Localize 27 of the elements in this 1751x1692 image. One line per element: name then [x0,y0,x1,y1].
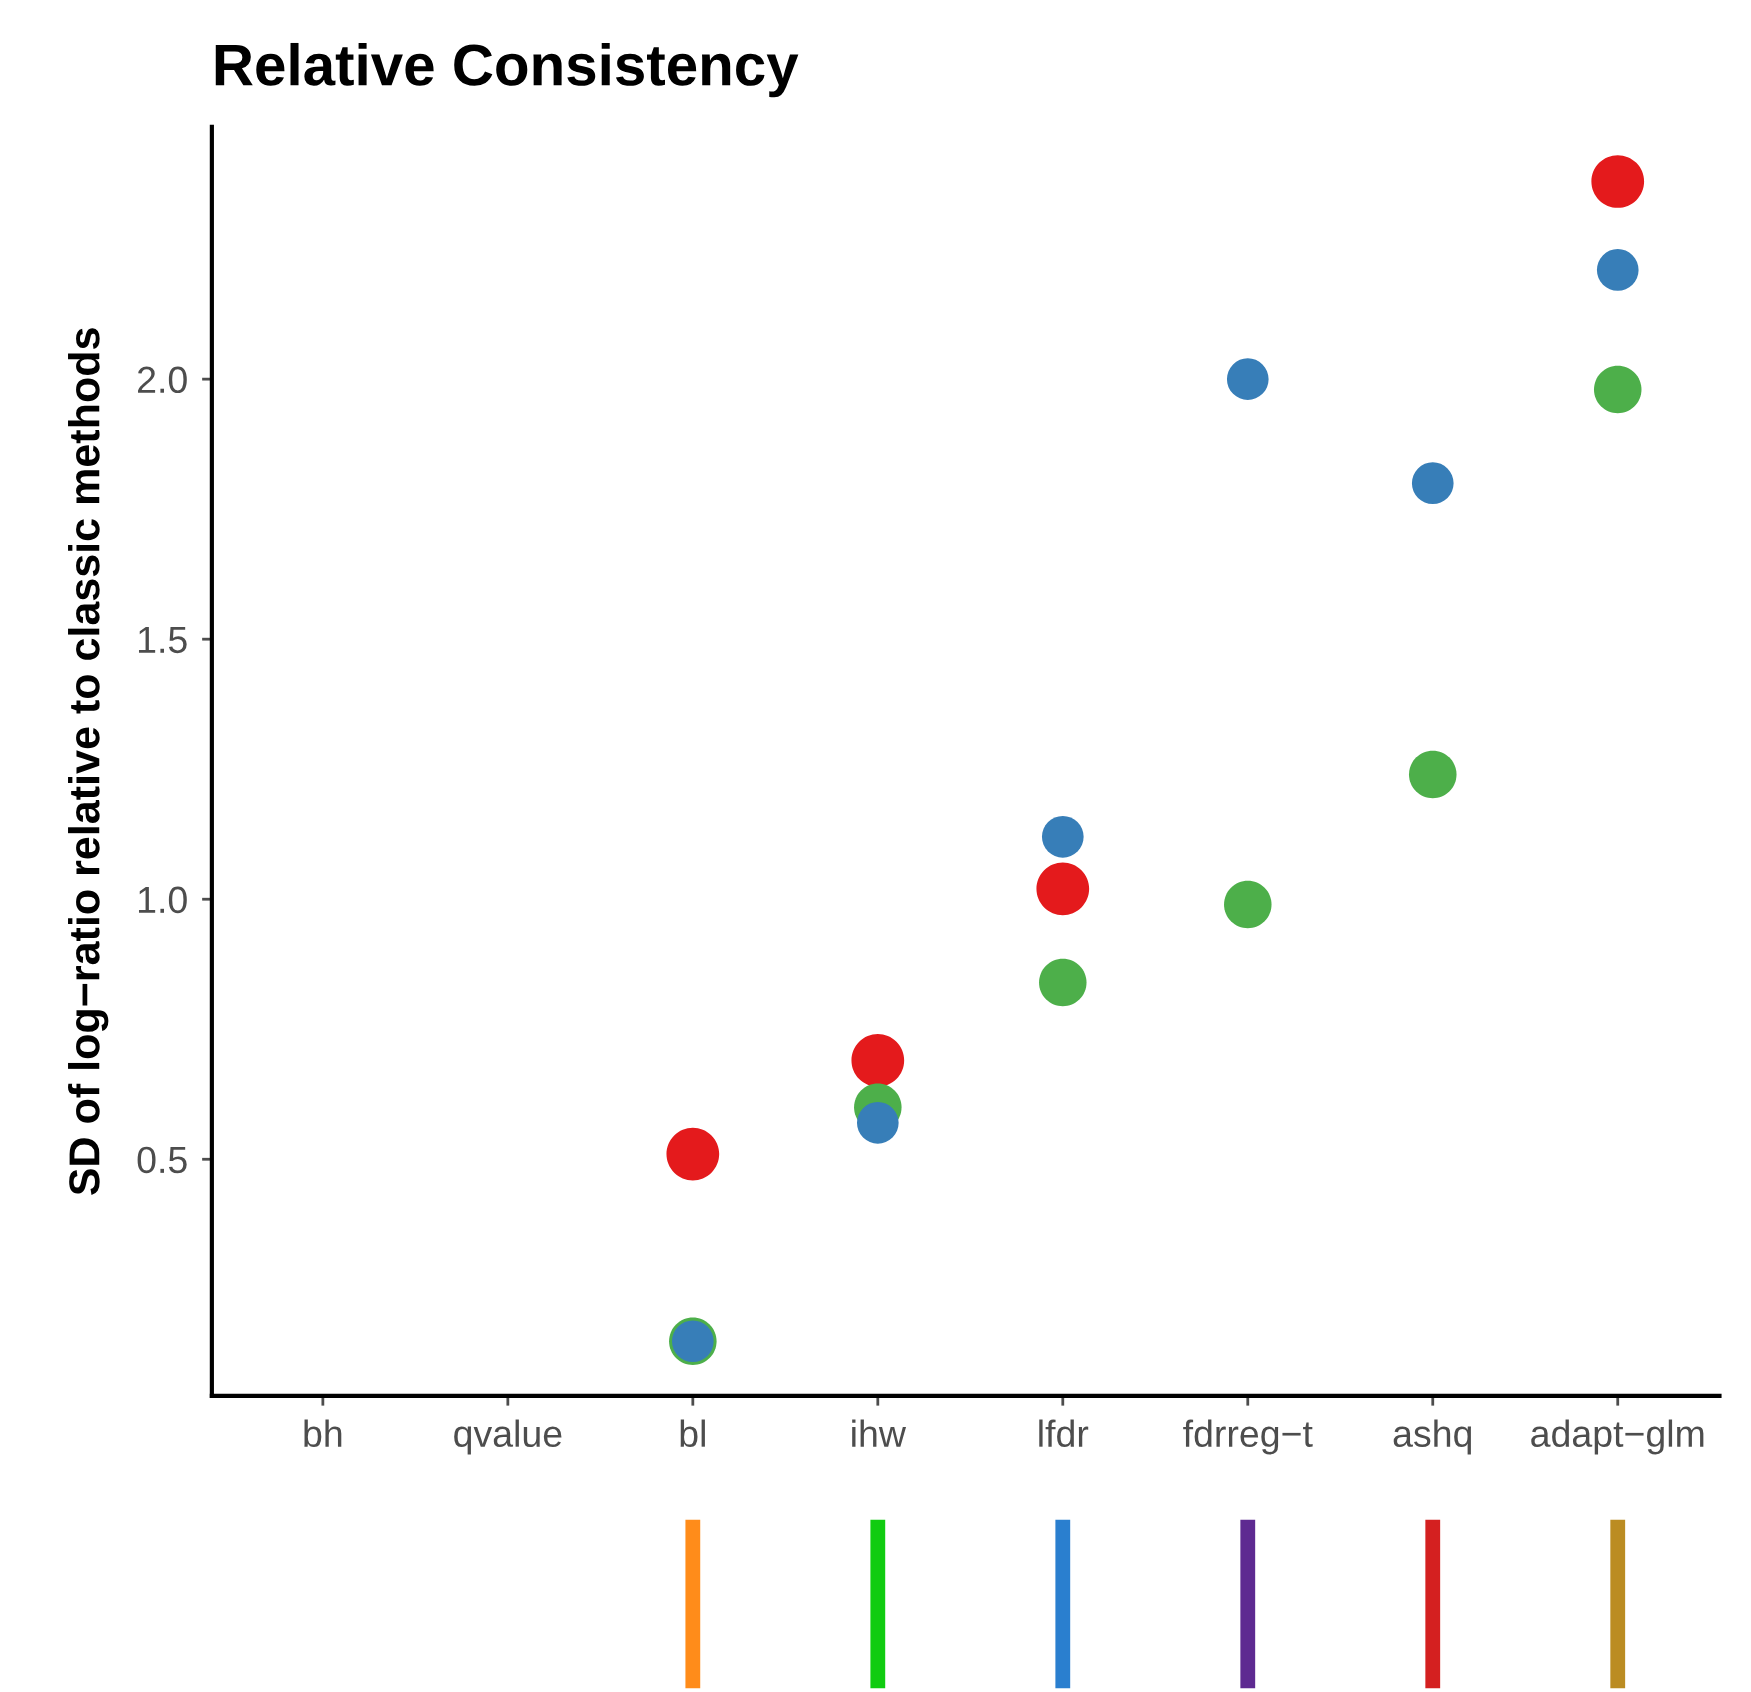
y-tick-label: 2.0 [138,366,187,394]
point [666,1127,720,1181]
point [1593,365,1642,414]
y-tick-label: 0.5 [137,1146,187,1174]
point [1226,358,1269,400]
point [1036,862,1090,916]
x-tick-label: fdrreg−t [1183,1419,1313,1455]
y-tick-label: 1.5 [138,626,187,654]
point [1411,462,1454,504]
point [1224,880,1272,929]
point [851,1034,905,1087]
point [1591,155,1645,208]
point [1409,750,1457,799]
x-tick-label: ashq [1393,1419,1472,1455]
x-tick-label: adapt−glm [1531,1419,1704,1455]
point [856,1102,899,1144]
point [1041,815,1084,858]
x-tick-label: ihw [852,1419,907,1447]
x-tick-label: bh [304,1419,342,1448]
point [1596,249,1639,291]
y-axis-title: SD of log−ratio relative to classic methods [68,328,109,1195]
point [1039,958,1087,1007]
x-tick-label: lfdr [1039,1419,1089,1448]
x-tick-label: bl [680,1419,705,1448]
chart-title: Relative Consistency [215,42,799,98]
y-tick-label: 1.0 [138,886,187,914]
x-tick-label: qvalue [454,1419,562,1455]
